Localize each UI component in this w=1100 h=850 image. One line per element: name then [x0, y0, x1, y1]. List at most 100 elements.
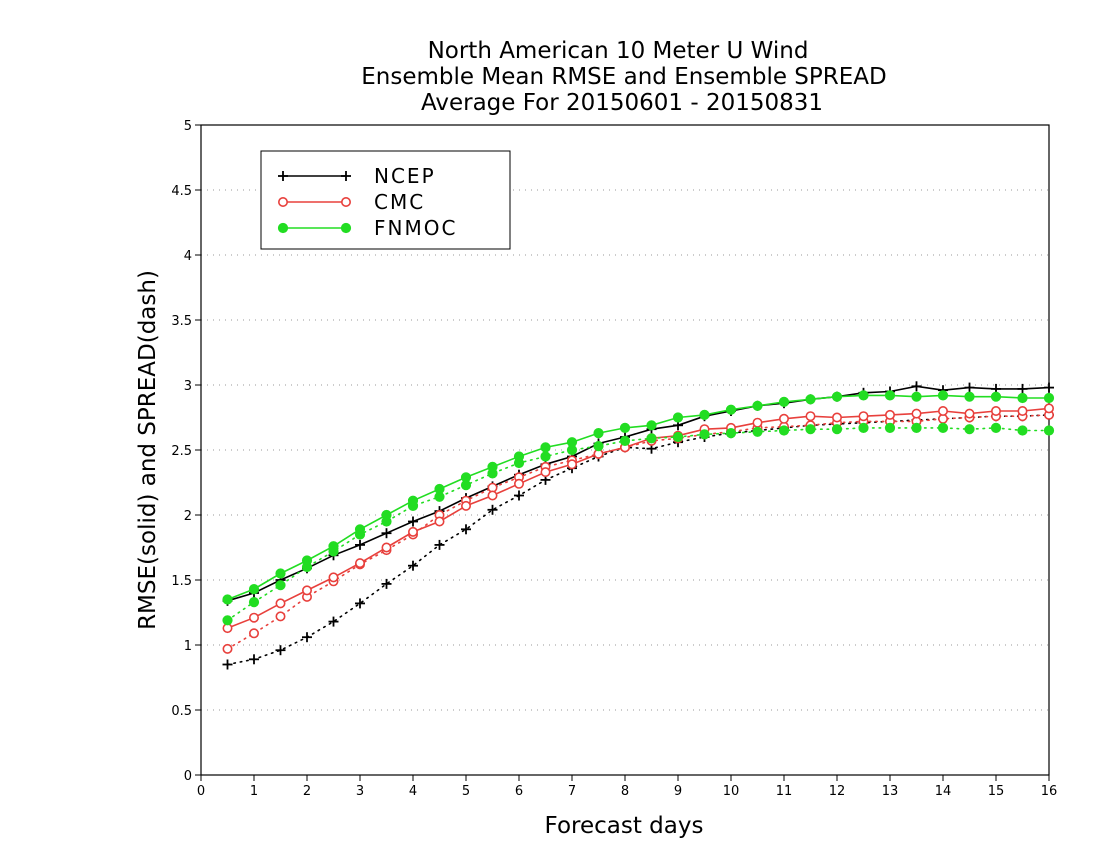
x-tick-label-14: 14 [935, 784, 952, 799]
point-fnmoc-rmse-18 [699, 409, 710, 420]
point-ncep-spread-11 [514, 490, 524, 501]
point-fnmoc-spread-15 [619, 435, 631, 446]
point-fnmoc-spread-22 [805, 424, 816, 435]
x-tick-label-3: 3 [356, 784, 364, 799]
point-fnmoc-rmse-15 [619, 422, 631, 433]
point-cmc-rmse-23 [831, 412, 842, 423]
legend-marker-left-fnmoc [277, 222, 289, 234]
point-fnmoc-spread-30 [1017, 425, 1028, 436]
point-fnmoc-rmse-28 [964, 391, 975, 402]
point-fnmoc-rmse-23 [831, 391, 843, 402]
legend-marker-right-ncep [341, 171, 351, 181]
point-fnmoc-rmse-16 [646, 420, 657, 431]
point-cmc-rmse-25 [884, 409, 895, 420]
point-fnmoc-rmse-13 [566, 437, 578, 448]
point-fnmoc-rmse-14 [593, 428, 604, 439]
point-fnmoc-spread-26 [911, 422, 922, 433]
point-cmc-spread-0 [222, 643, 233, 654]
x-axis-label: Forecast days [545, 813, 704, 839]
point-ncep-spread-7 [408, 560, 418, 571]
legend-marker-left-ncep [278, 171, 288, 181]
point-fnmoc-spread-24 [858, 422, 869, 433]
x-tick-label-0: 0 [197, 784, 205, 799]
point-fnmoc-rmse-30 [1017, 392, 1028, 404]
point-cmc-rmse-7 [407, 526, 418, 537]
point-ncep-rmse-26 [911, 381, 922, 392]
point-fnmoc-rmse-26 [911, 391, 922, 402]
line-cmc-spread [226, 414, 1050, 650]
legend-marker-left-cmc [277, 197, 288, 208]
point-fnmoc-spread-29 [990, 422, 1002, 433]
x-tick-label-6: 6 [515, 784, 523, 799]
point-ncep-spread-5 [355, 598, 365, 609]
y-tick-label-6: 3 [184, 379, 192, 394]
point-cmc-rmse-13 [566, 459, 577, 470]
point-cmc-rmse-27 [937, 405, 948, 416]
point-fnmoc-spread-2 [275, 580, 286, 591]
y-tick-label-7: 3.5 [171, 314, 192, 329]
x-tick-label-1: 1 [250, 784, 258, 799]
y-axis-label: RMSE(solid) and SPREAD(dash) [135, 270, 161, 630]
legend-label-fnmoc: FNMOC [374, 216, 457, 240]
point-fnmoc-rmse-1 [248, 584, 260, 595]
point-fnmoc-spread-20 [752, 426, 763, 437]
point-fnmoc-rmse-0 [222, 594, 233, 605]
point-ncep-rmse-7 [408, 516, 418, 527]
point-cmc-rmse-4 [328, 572, 339, 583]
point-fnmoc-rmse-9 [460, 472, 472, 483]
point-fnmoc-rmse-31 [1043, 392, 1055, 404]
point-cmc-rmse-24 [858, 411, 869, 422]
point-cmc-rmse-5 [354, 558, 365, 569]
y-tick-label-2: 1 [184, 639, 192, 654]
legend-marker-right-fnmoc [340, 222, 352, 234]
point-ncep-rmse-30 [1017, 383, 1028, 394]
series-fnmoc [222, 390, 1055, 626]
point-fnmoc-spread-25 [884, 422, 896, 433]
x-tick-label-16: 16 [1041, 784, 1058, 799]
point-ncep-spread-6 [381, 578, 392, 589]
point-cmc-rmse-31 [1044, 403, 1055, 414]
point-cmc-rmse-30 [1017, 405, 1028, 416]
point-ncep-rmse-6 [381, 528, 392, 539]
point-fnmoc-rmse-29 [990, 391, 1002, 402]
point-cmc-rmse-6 [381, 542, 392, 553]
point-fnmoc-rmse-22 [805, 394, 816, 405]
point-fnmoc-rmse-5 [354, 524, 366, 535]
point-fnmoc-spread-23 [831, 424, 843, 435]
series-cmc [222, 403, 1055, 654]
point-fnmoc-spread-21 [778, 425, 790, 436]
point-fnmoc-rmse-20 [752, 400, 763, 411]
y-tick-label-5: 2.5 [171, 444, 192, 459]
point-fnmoc-spread-14 [593, 441, 604, 452]
point-cmc-rmse-26 [911, 408, 922, 419]
point-fnmoc-rmse-19 [725, 404, 737, 415]
point-cmc-rmse-1 [249, 612, 260, 623]
point-cmc-rmse-21 [778, 413, 789, 424]
point-ncep-spread-1 [249, 654, 259, 665]
point-fnmoc-spread-12 [540, 451, 551, 462]
point-fnmoc-rmse-8 [434, 483, 445, 495]
y-tick-label-4: 2 [184, 509, 192, 524]
x-tick-label-8: 8 [621, 784, 629, 799]
point-fnmoc-spread-27 [937, 422, 949, 433]
point-fnmoc-rmse-12 [540, 442, 551, 453]
point-fnmoc-rmse-4 [328, 541, 339, 552]
x-tick-label-15: 15 [988, 784, 1005, 799]
point-fnmoc-rmse-2 [275, 568, 286, 579]
point-fnmoc-rmse-17 [672, 412, 684, 423]
y-tick-label-9: 4.5 [171, 184, 192, 199]
x-tick-label-4: 4 [409, 784, 417, 799]
point-cmc-rmse-29 [990, 405, 1001, 416]
point-fnmoc-rmse-7 [407, 495, 419, 506]
legend-box [260, 150, 511, 250]
x-tick-label-12: 12 [829, 784, 846, 799]
point-fnmoc-rmse-3 [301, 555, 313, 566]
point-cmc-rmse-12 [540, 467, 551, 478]
series-layer [222, 381, 1055, 670]
x-tick-label-2: 2 [303, 784, 311, 799]
point-fnmoc-spread-28 [964, 424, 975, 435]
legend-marker-right-cmc [340, 197, 351, 208]
point-ncep-rmse-28 [964, 382, 975, 393]
